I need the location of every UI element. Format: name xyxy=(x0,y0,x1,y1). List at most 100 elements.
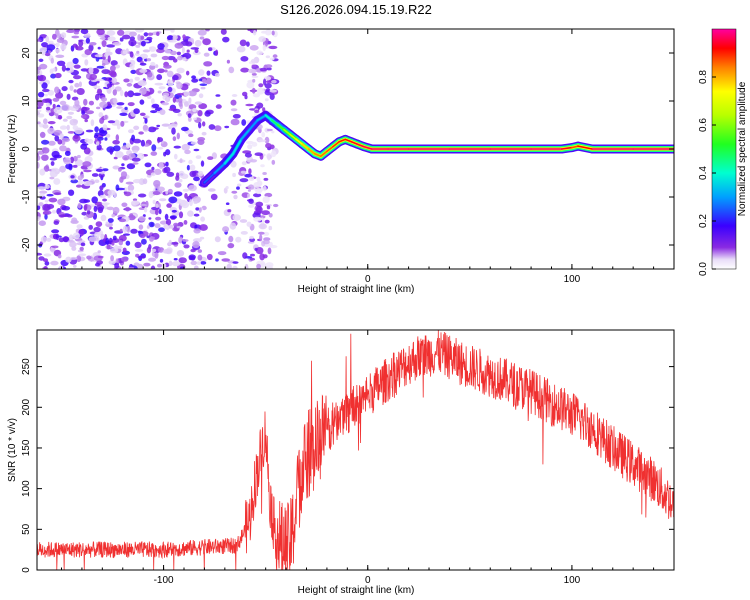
spectrogram-noise-blob xyxy=(68,234,74,242)
spectrogram-noise-blob xyxy=(248,176,255,181)
snr-series-line xyxy=(37,330,674,570)
spectrogram-noise-blob xyxy=(93,134,99,139)
spectrogram-noise-blob xyxy=(176,51,181,56)
spectrogram-noise-blob xyxy=(132,138,142,144)
spectrogram-noise-blob xyxy=(174,182,182,188)
spectrogram-noise-blob xyxy=(256,263,261,269)
spectrogram-track-segment xyxy=(248,119,259,131)
spectrogram-noise-blob xyxy=(248,168,252,175)
spectrogram-noise-blob xyxy=(253,182,261,188)
spectrogram-noise-blob xyxy=(110,255,114,262)
spectrogram-noise-blob xyxy=(164,213,169,221)
spectrogram-noise-blob xyxy=(265,262,274,268)
spectrogram-noise-blob xyxy=(176,92,185,96)
spectrogram-noise-blob xyxy=(255,187,262,195)
spectrogram-noise-blob xyxy=(137,193,147,198)
spectrogram-noise-blob xyxy=(148,46,153,50)
spectrogram-noise-blob xyxy=(107,55,111,63)
spectrogram-noise-blob xyxy=(78,240,86,244)
spectrogram-track-segment xyxy=(213,162,226,174)
spectrogram-noise-blob xyxy=(105,221,110,225)
spectrogram-noise-blob xyxy=(182,57,187,61)
spectrogram-noise-blob xyxy=(157,68,165,74)
spectrogram-noise-blob xyxy=(99,185,104,191)
spectrogram-noise-blob xyxy=(200,261,207,265)
spectrogram-noise-blob xyxy=(83,169,92,173)
spectrogram-noise-blob xyxy=(111,85,115,90)
spectrogram-noise-blob xyxy=(244,173,253,178)
spectrogram-noise-blob xyxy=(118,240,124,246)
spectrogram-noise-blob xyxy=(112,140,120,145)
spectrogram-noise-blob xyxy=(263,231,270,236)
spectrogram-noise-blob xyxy=(259,67,268,72)
spectrogram-noise-blob xyxy=(193,213,200,217)
spectrogram-noise-blob xyxy=(215,258,219,262)
spectrogram-noise-blob xyxy=(188,184,197,192)
spectrogram-noise-blob xyxy=(144,58,148,62)
spectrogram-x-tick-label: 100 xyxy=(564,274,581,285)
spectrogram-noise-blob xyxy=(146,58,151,62)
spectrogram-noise-blob xyxy=(78,81,82,88)
spectrogram-noise-blob xyxy=(242,91,248,97)
spectrogram-noise-blob xyxy=(106,44,116,48)
spectrogram-noise-blob xyxy=(76,255,82,263)
spectrogram-noise-blob xyxy=(173,145,181,149)
spectrogram-noise-blob xyxy=(165,149,171,156)
spectrogram-noise-blob xyxy=(264,98,269,102)
spectrogram-noise-blob xyxy=(263,237,271,242)
spectrogram-noise-blob xyxy=(222,226,230,233)
spectrogram-noise-blob xyxy=(188,90,197,97)
spectrogram-noise-blob xyxy=(202,121,206,127)
spectrogram-noise-blob xyxy=(122,225,128,233)
spectrogram-noise-blob xyxy=(193,176,200,182)
spectrogram-noise-blob xyxy=(70,179,79,184)
spectrogram-noise-blob xyxy=(236,186,240,190)
spectrogram-noise-blob xyxy=(144,117,148,124)
spectrogram-noise-blob xyxy=(128,129,134,134)
spectrogram-noise-blob xyxy=(163,166,171,174)
spectrogram-noise-blob xyxy=(168,239,172,246)
spectrogram-noise-blob xyxy=(157,90,162,94)
spectrogram-noise-blob xyxy=(72,125,79,131)
colorbar-label: Normalized spectral amplitude xyxy=(737,81,748,216)
spectrogram-noise-blob xyxy=(84,49,92,56)
spectrogram-noise-blob xyxy=(257,139,267,143)
chart-title: S126.2026.094.15.19.R22 xyxy=(280,2,432,17)
spectrogram-noise-blob xyxy=(124,106,128,111)
spectrogram-noise-blob xyxy=(47,121,56,125)
snr-frame xyxy=(36,329,675,571)
spectrogram-noise-blob xyxy=(199,224,208,231)
spectrogram-noise-blob xyxy=(194,48,199,54)
spectrogram-noise-blob xyxy=(236,46,246,53)
snr-y-tick-label: 100 xyxy=(21,480,32,497)
spectrogram-noise-blob xyxy=(124,191,132,197)
spectrogram-noise-blob xyxy=(37,39,42,42)
spectrogram-noise-blob xyxy=(129,62,135,70)
spectrogram-noise-blob xyxy=(169,215,177,220)
spectrogram-noise-blob xyxy=(63,157,72,165)
spectrogram-noise-blob xyxy=(53,234,56,239)
spectrogram-noise-blob xyxy=(95,93,100,101)
spectrogram-noise-blob xyxy=(62,236,69,242)
spectrogram-noise-blob xyxy=(66,93,71,100)
spectrogram-noise-blob xyxy=(253,216,262,222)
spectrogram-noise-blob xyxy=(84,119,88,123)
spectrogram-noise-blob xyxy=(171,261,181,267)
spectrogram-noise-blob xyxy=(61,206,71,211)
spectrogram-noise-blob xyxy=(167,188,173,194)
spectrogram-noise-blob xyxy=(192,241,200,249)
spectrogram-noise-blob xyxy=(262,240,270,245)
snr-x-ticks: -100 0 100 xyxy=(61,330,675,586)
spectrogram-noise-blob xyxy=(95,78,104,82)
spectrogram-noise-blob xyxy=(62,118,68,122)
spectrogram-noise-blob xyxy=(97,250,101,254)
spectrogram-noise-blob xyxy=(111,77,118,84)
spectrogram-noise-blob xyxy=(172,136,177,142)
spectrogram-noise-blob xyxy=(46,237,52,242)
spectrogram-noise-blob xyxy=(106,206,115,211)
spectrogram-noise-blob xyxy=(99,117,105,124)
spectrogram-noise-blob xyxy=(151,166,155,171)
spectrogram-noise-blob xyxy=(186,49,190,53)
spectrogram-noise-blob xyxy=(134,241,142,249)
spectrogram-noise-blob xyxy=(158,161,164,170)
